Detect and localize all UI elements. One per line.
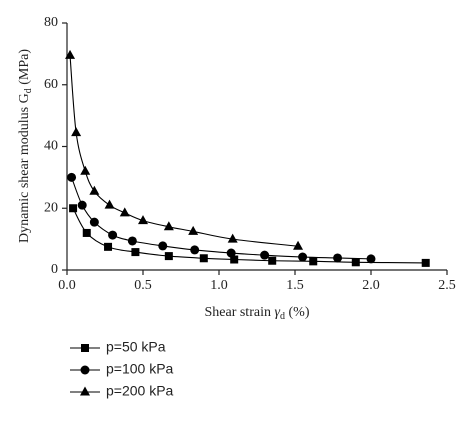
data-point: [366, 254, 376, 264]
data-point: [158, 241, 168, 251]
legend-marker: [81, 344, 89, 352]
data-point: [77, 200, 87, 210]
series-line: [69, 55, 299, 247]
x-tick-label: 0.5: [134, 278, 152, 293]
data-point: [333, 253, 343, 263]
y-tick-label: 60: [44, 77, 58, 92]
x-label-sub: d: [280, 311, 285, 322]
data-point: [190, 245, 200, 255]
y-label-unit: (MPa): [17, 49, 32, 89]
legend-marker: [80, 386, 90, 396]
x-tick-label: 1.0: [210, 278, 228, 293]
x-tick-label: 2.5: [438, 278, 456, 293]
data-point: [65, 49, 76, 59]
y-label-sub: d: [23, 88, 34, 93]
data-point: [104, 242, 113, 251]
y-tick-label: 20: [44, 200, 58, 215]
data-point: [82, 228, 91, 237]
y-tick-label: 40: [44, 139, 58, 154]
x-label-symbol: γ: [274, 305, 280, 320]
data-point: [309, 257, 318, 266]
data-point: [227, 233, 238, 243]
data-point: [298, 252, 308, 262]
data-point: [138, 215, 148, 225]
x-tick-label: 0.0: [58, 278, 76, 293]
x-label-unit: (%): [285, 305, 310, 320]
data-point: [69, 204, 78, 213]
data-point: [104, 199, 115, 209]
data-point: [127, 236, 137, 246]
x-tick-label: 1.5: [286, 278, 304, 293]
y-tick-label: 0: [51, 262, 58, 277]
data-point: [351, 258, 360, 267]
data-point: [89, 185, 100, 195]
legend-marker: [80, 365, 90, 375]
y-axis-label: Dynamic shear modulus Gd (MPa): [17, 49, 34, 243]
data-point: [131, 248, 140, 257]
x-label-text: Shear strain: [204, 305, 274, 320]
data-point: [164, 252, 173, 261]
legend-label: p=50 kPa: [106, 339, 166, 355]
x-tick-label: 2.0: [362, 278, 380, 293]
data-point: [80, 165, 91, 175]
data-point: [71, 127, 82, 137]
data-point: [119, 207, 130, 217]
data-point: [230, 255, 239, 264]
series-line: [71, 177, 372, 260]
data-point: [199, 254, 208, 263]
data-point: [421, 258, 430, 267]
data-point: [260, 250, 270, 260]
y-tick-label: 80: [44, 15, 58, 30]
legend-label: p=100 kPa: [106, 361, 174, 377]
data-point: [67, 172, 77, 182]
y-label-text: Dynamic shear modulus G: [17, 93, 32, 243]
legend-label: p=200 kPa: [106, 383, 174, 399]
data-point: [226, 248, 236, 258]
x-axis-label: Shear strain γd (%): [204, 305, 309, 322]
data-point: [163, 221, 174, 231]
data-point: [293, 240, 304, 250]
data-point: [268, 256, 277, 265]
data-point: [188, 225, 199, 235]
data-point: [108, 230, 118, 240]
data-point: [89, 217, 99, 227]
